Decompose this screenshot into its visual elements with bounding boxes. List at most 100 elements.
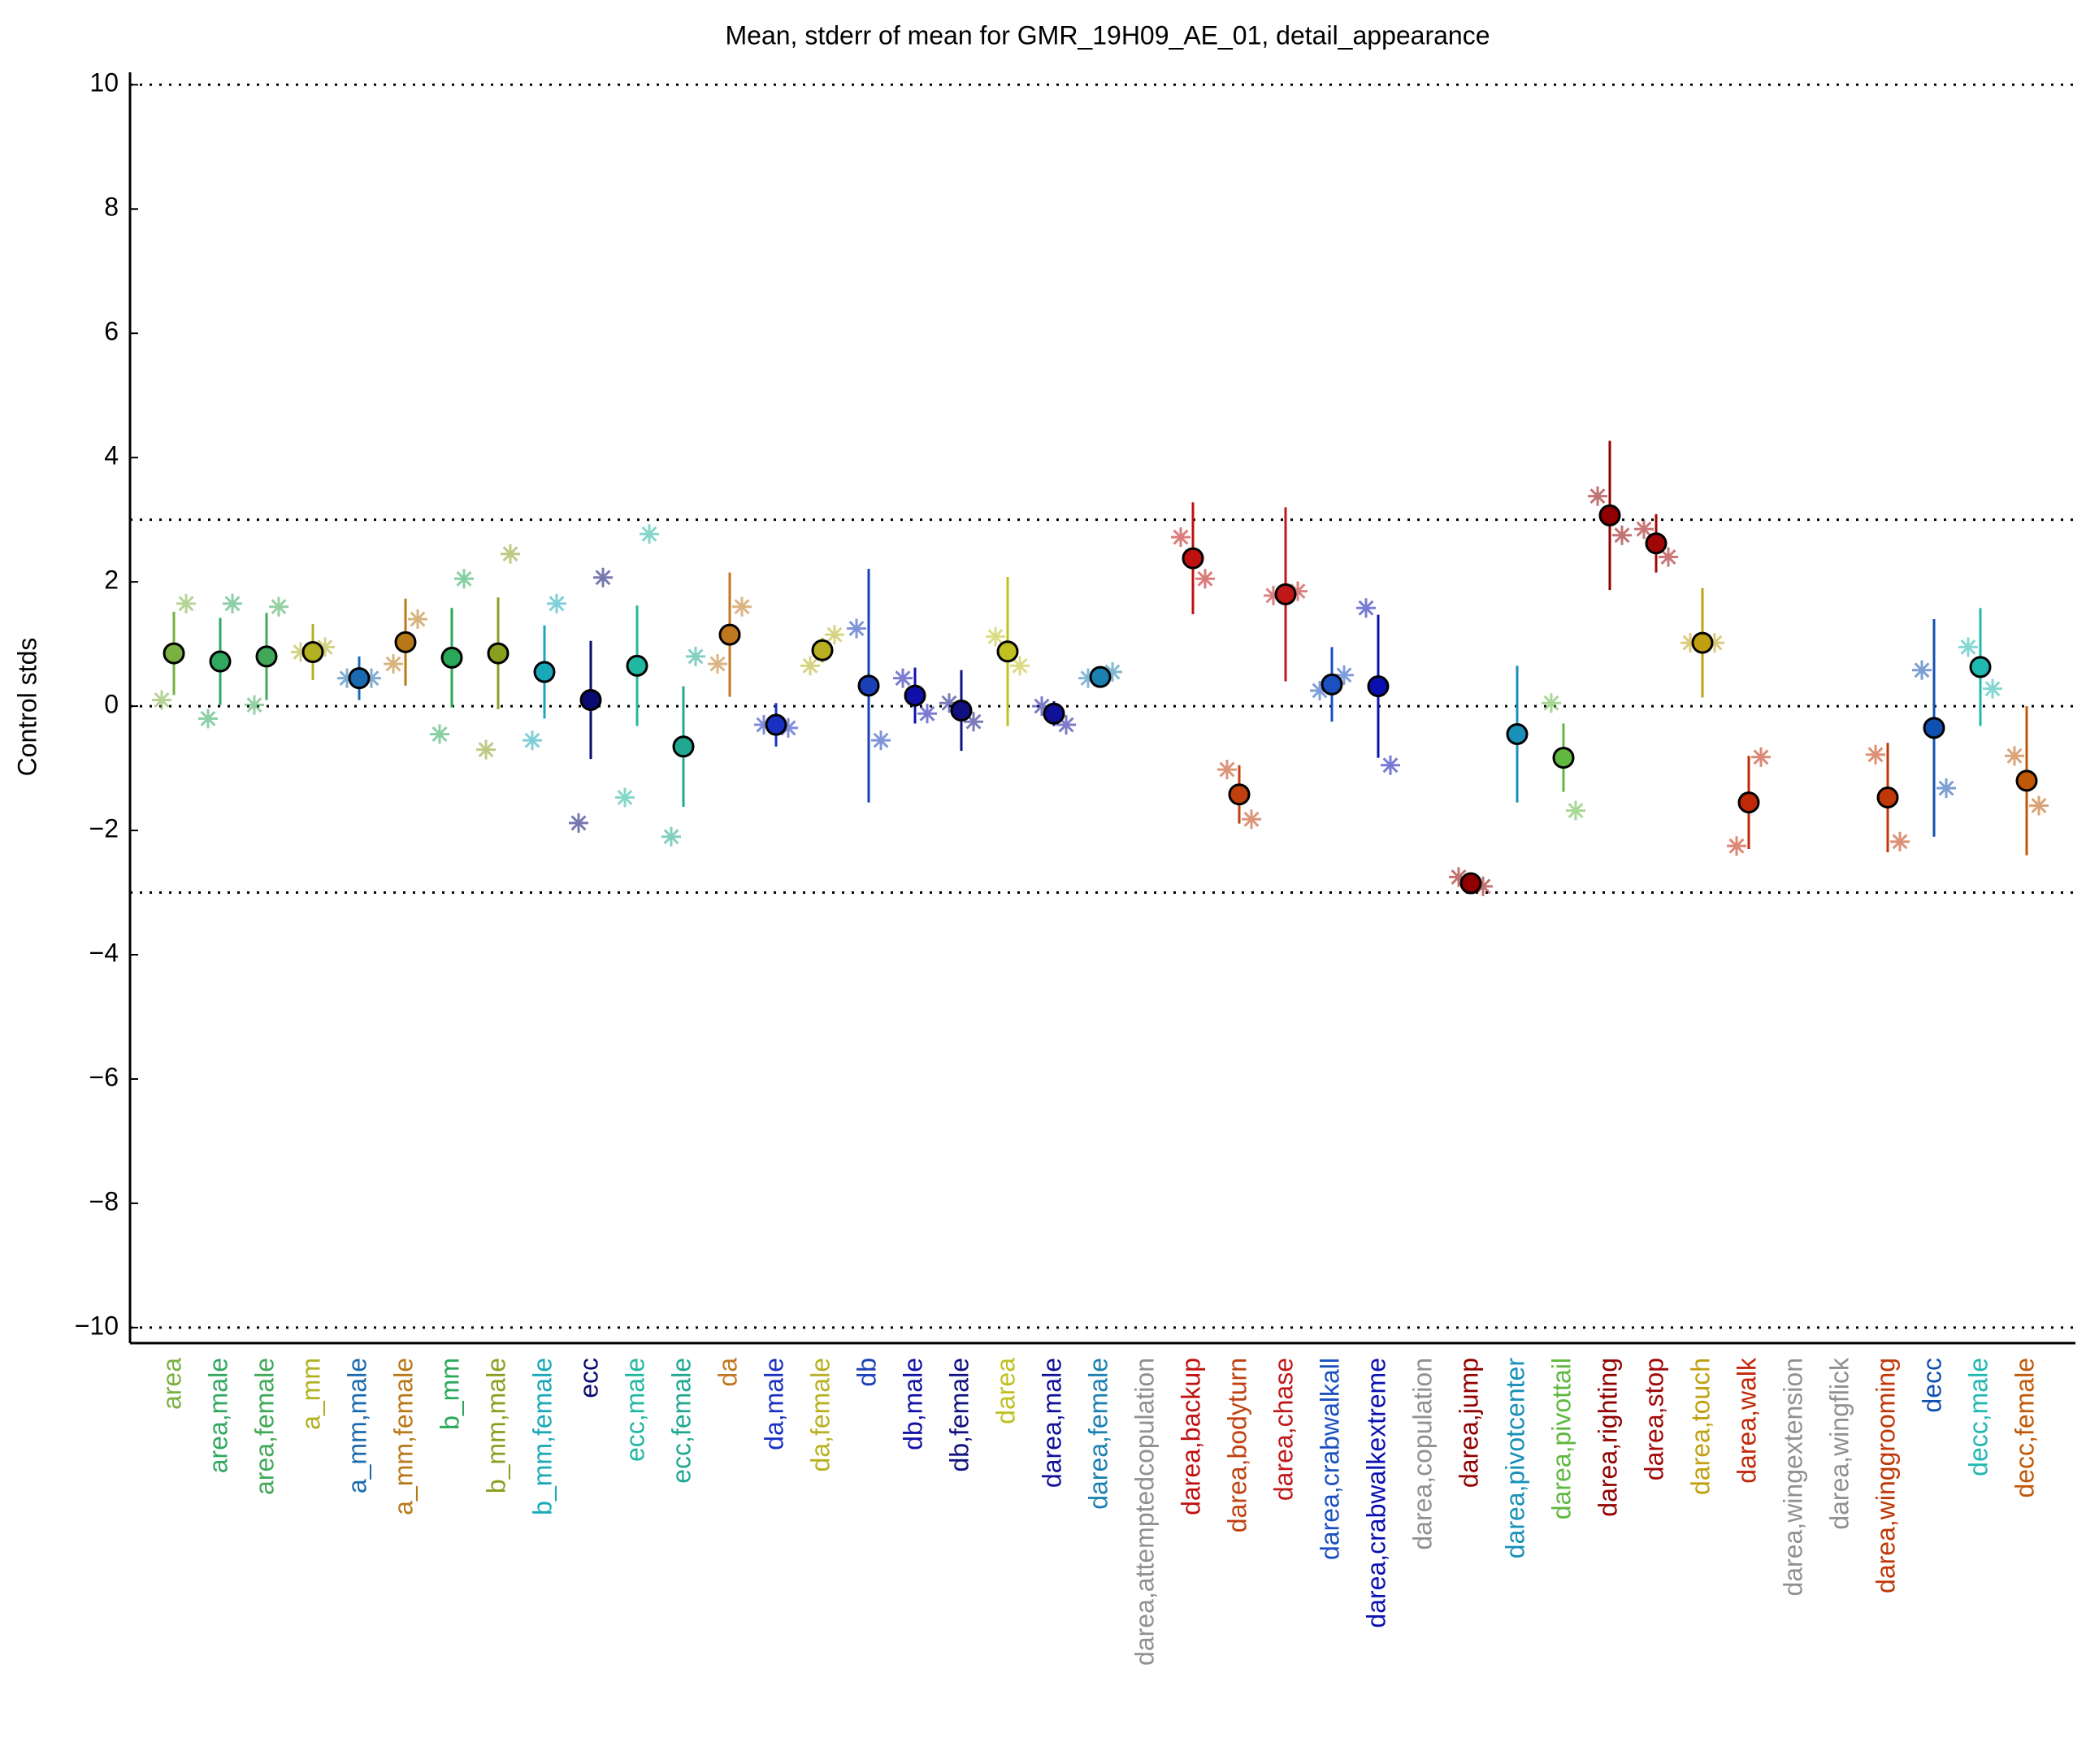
star-stroke [570, 815, 587, 831]
y-tick-label: −10 [75, 1311, 119, 1340]
star-marker [1381, 755, 1400, 775]
x-tick-label: darea,pivotcenter [1500, 1358, 1529, 1559]
mean-marker [718, 623, 741, 646]
star-stroke [524, 732, 540, 748]
star-marker [593, 567, 613, 587]
x-tick-label: darea,wingextension [1778, 1358, 1807, 1597]
star-stroke [1173, 529, 1189, 545]
y-tick-label: 8 [104, 193, 119, 222]
mean-marker [255, 645, 278, 668]
star-stroke [1197, 570, 1213, 587]
star-stroke [1568, 803, 1584, 819]
mean-marker [1876, 787, 1899, 809]
star-stroke [895, 670, 911, 687]
star-marker [198, 709, 218, 729]
star-marker [408, 609, 427, 630]
x-tick-label: darea,backup [1176, 1358, 1205, 1515]
star-marker [1542, 693, 1561, 713]
y-tick-label: 4 [104, 441, 119, 470]
mean-marker [1598, 504, 1621, 527]
star-marker [1727, 836, 1746, 856]
mean-marker [950, 699, 973, 722]
star-stroke [826, 626, 843, 643]
star-stroke [1589, 488, 1606, 505]
mean-marker [672, 735, 695, 758]
y-tick-label: −8 [89, 1186, 119, 1216]
star-stroke [410, 611, 426, 627]
star-stroke [1636, 521, 1652, 537]
star-stroke [200, 710, 216, 726]
star-stroke [1984, 681, 2001, 697]
x-tick-label: darea,winggrooming [1871, 1358, 1900, 1593]
star-marker [1217, 760, 1237, 780]
mean-marker [857, 674, 880, 697]
star-stroke [663, 829, 679, 845]
mean-marker [1321, 673, 1343, 696]
star-marker [1171, 527, 1190, 548]
star-marker [1612, 525, 1632, 545]
mean-marker [487, 642, 510, 665]
star-marker [176, 593, 196, 613]
x-tick-label: darea,stop [1639, 1358, 1668, 1480]
star-stroke [873, 732, 889, 748]
x-tick-label: area [157, 1358, 186, 1410]
star-marker [1588, 486, 1607, 506]
mean-marker [440, 646, 463, 669]
x-tick-label: db,male [898, 1358, 927, 1450]
mean-marker [626, 654, 648, 677]
star-stroke [246, 697, 262, 713]
mean-marker [1459, 872, 1482, 895]
star-marker [501, 544, 520, 564]
x-tick-label: darea,bodyturn [1222, 1358, 1251, 1532]
x-tick-label: a_mm [296, 1358, 325, 1430]
star-marker [917, 704, 937, 724]
star-stroke [734, 599, 750, 615]
star-stroke [1034, 698, 1050, 714]
star-marker [800, 656, 820, 676]
star-stroke [1938, 780, 1954, 796]
star-stroke [709, 656, 726, 672]
star-marker [893, 668, 913, 688]
star-marker [986, 626, 1005, 647]
star-stroke [1058, 717, 1074, 733]
x-tick-label: darea,wingflick [1824, 1357, 1854, 1530]
star-marker [871, 730, 891, 751]
star-marker [1566, 800, 1585, 821]
star-marker [1659, 547, 1678, 567]
star-stroke [224, 596, 241, 612]
mean-marker [1691, 631, 1714, 654]
star-marker [384, 654, 403, 674]
mean-marker [996, 640, 1019, 663]
mean-marker [579, 688, 602, 711]
star-stroke [1614, 527, 1630, 544]
y-tick-label: −4 [89, 938, 119, 967]
star-stroke [456, 570, 472, 587]
x-tick-label: darea,copulation [1407, 1358, 1437, 1550]
star-stroke [848, 621, 865, 636]
star-stroke [1728, 838, 1745, 854]
x-tick-label: darea,male [1037, 1358, 1066, 1488]
star-stroke [941, 695, 957, 711]
star-marker [569, 813, 588, 833]
mean-marker [765, 713, 787, 736]
mean-marker [1552, 747, 1575, 769]
x-tick-label: a_mm,female [388, 1358, 418, 1515]
x-tick-label: decc,female [2010, 1358, 2039, 1498]
star-stroke [1960, 639, 1976, 655]
x-tick-label: b_mm,male [481, 1358, 510, 1493]
x-tick-label: area,male [203, 1358, 232, 1473]
star-marker [1983, 678, 2002, 699]
x-tick-label: db [852, 1358, 881, 1387]
x-tick-label: darea,attemptedcopulation [1130, 1358, 1159, 1666]
mean-marker [533, 661, 556, 683]
star-marker [2029, 795, 2049, 816]
mean-marker [394, 631, 417, 653]
mean-marker [1645, 532, 1667, 555]
star-marker [476, 739, 496, 760]
x-tick-label: da,female [805, 1358, 835, 1472]
x-tick-label: da,male [759, 1358, 788, 1450]
star-marker [523, 730, 542, 751]
star-stroke [1543, 695, 1559, 711]
x-tick-label: decc [1917, 1358, 1946, 1413]
star-stroke [271, 599, 287, 615]
